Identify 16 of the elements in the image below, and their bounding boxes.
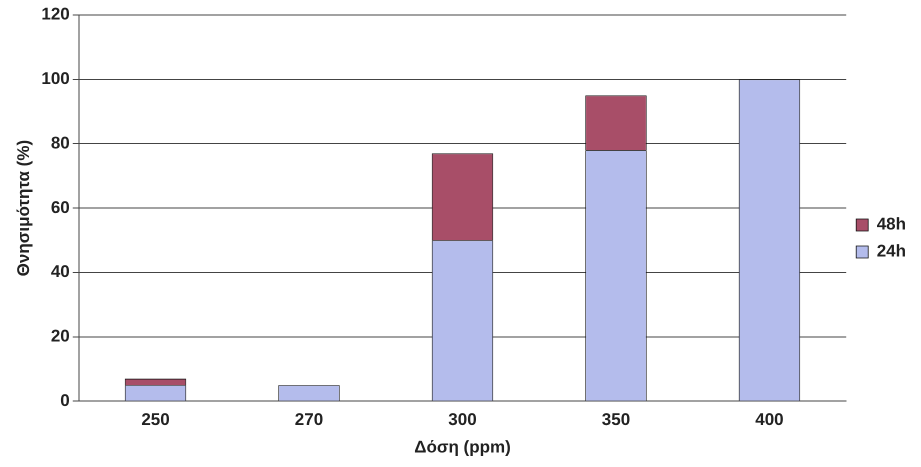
x-tick-label: 270 xyxy=(294,410,324,430)
legend-label: 24h xyxy=(876,242,906,261)
y-tick-label: 0 xyxy=(60,390,70,410)
x-tick-label: 400 xyxy=(755,410,784,430)
x-tick-label: 300 xyxy=(448,410,477,430)
y-tick-label: 20 xyxy=(50,326,70,346)
x-tick-label: 250 xyxy=(141,410,170,430)
y-axis-title: Θνησιμότητα (%) xyxy=(14,140,33,276)
y-tick-label: 120 xyxy=(41,4,70,24)
y-tick-label: 60 xyxy=(50,198,70,217)
x-axis-title: Δόση (ppm) xyxy=(414,437,511,456)
legend-label: 48h xyxy=(876,214,906,234)
y-tick-label: 40 xyxy=(50,262,70,282)
x-tick-label: 350 xyxy=(602,410,630,430)
y-tick-label: 100 xyxy=(41,69,70,88)
y-tick-label: 80 xyxy=(50,133,70,152)
